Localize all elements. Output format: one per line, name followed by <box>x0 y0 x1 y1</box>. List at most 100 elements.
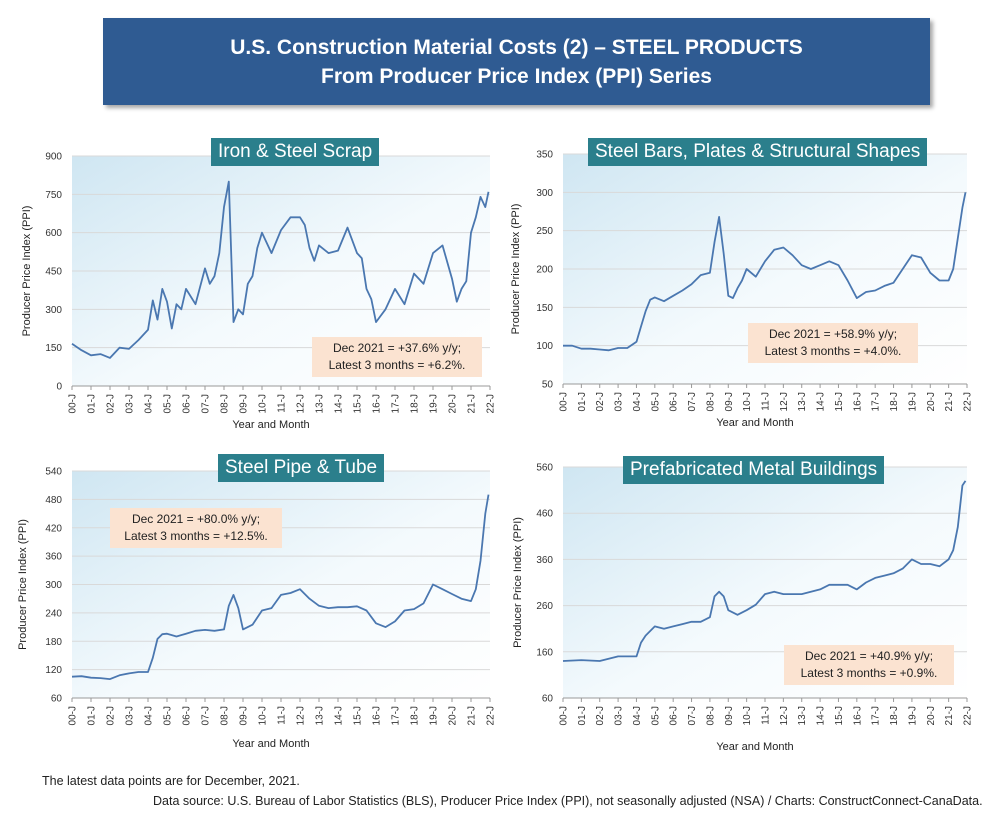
annotation-line2: Latest 3 months = +0.9%. <box>800 666 938 680</box>
x-tick-label: 12-J <box>296 706 307 725</box>
chart-svg-1: 50 100 150 200 250 300 350 00-J 01-J 02-J 03-J 04-J… <box>510 150 974 430</box>
series-line <box>563 192 967 352</box>
x-tick-label: 04-J <box>144 706 155 725</box>
x-tick-label: 17-J <box>391 706 402 725</box>
x-tick-label: 04-J <box>144 394 155 413</box>
x-tick-label: 04-J <box>632 392 643 411</box>
x-tick-label: 05-J <box>163 706 174 725</box>
x-tick-label: 19-J <box>907 706 918 725</box>
banner-title-line1: U.S. Construction Material Costs (2) – S… <box>230 35 803 59</box>
x-axis-label: Year and Month <box>232 738 309 750</box>
chart-svg-2: 60 120 180 240 300 360 420 480 540 00-J 01-J 02-J 03… <box>17 467 497 751</box>
annotation-line1: Dec 2021 = +37.6% y/y; <box>332 341 462 355</box>
y-tick-label: 450 <box>45 267 62 278</box>
annotation-line1: Dec 2021 = +80.0% y/y; <box>131 512 261 526</box>
x-tick-label: 01-J <box>577 706 588 725</box>
x-tick-label: 04-J <box>632 706 643 725</box>
x-tick-label: 03-J <box>614 706 625 725</box>
x-tick-label: 09-J <box>239 394 250 413</box>
x-tick-label: 10-J <box>258 706 269 725</box>
y-tick-label: 360 <box>536 555 553 566</box>
x-tick-label: 20-J <box>926 706 937 725</box>
x-tick-label: 09-J <box>724 392 735 411</box>
x-tick-label: 08-J <box>220 706 231 725</box>
x-tick-label: 14-J <box>816 706 827 725</box>
x-tick-label: 06-J <box>669 706 680 725</box>
y-tick-label: 600 <box>45 228 62 239</box>
footer-note: The latest data points are for December,… <box>42 774 300 788</box>
x-axis-label: Year and Month <box>716 741 793 753</box>
y-axis-label: Producer Price Index (PPI) <box>510 204 522 335</box>
y-tick-label: 350 <box>536 150 553 161</box>
x-tick-label: 22-J <box>963 392 974 411</box>
series-line <box>71 494 490 681</box>
x-tick-label: 13-J <box>797 392 808 411</box>
x-tick-label: 05-J <box>650 706 661 725</box>
x-tick-label: 11-J <box>277 394 288 413</box>
x-tick-label: 16-J <box>852 706 863 725</box>
chart-title: Steel Pipe & Tube <box>218 454 385 482</box>
x-tick-label: 10-J <box>742 706 753 725</box>
x-tick-label: 13-J <box>315 394 326 413</box>
x-tick-label: 05-J <box>650 392 661 411</box>
x-tick-label: 03-J <box>125 394 136 413</box>
chart-svg-0: 0 150 300 450 600 750 900 00-J 01-J 02-J 03-J 04-J 0… <box>21 152 497 432</box>
x-tick-label: 20-J <box>448 394 459 413</box>
y-tick-label: 540 <box>45 467 62 478</box>
x-tick-label: 16-J <box>372 706 383 725</box>
x-tick-label: 18-J <box>889 392 900 411</box>
x-tick-label: 00-J <box>559 392 570 411</box>
x-tick-label: 06-J <box>669 392 680 411</box>
x-tick-label: 18-J <box>889 706 900 725</box>
series-line <box>562 480 967 662</box>
y-tick-label: 0 <box>56 382 62 393</box>
x-tick-label: 17-J <box>391 394 402 413</box>
annotation-box: Dec 2021 = +37.6% y/y; Latest 3 months =… <box>312 337 482 377</box>
y-tick-label: 180 <box>45 637 62 648</box>
y-tick-label: 420 <box>45 523 62 534</box>
y-tick-label: 150 <box>536 303 553 314</box>
x-tick-label: 19-J <box>429 706 440 725</box>
x-tick-label: 13-J <box>797 706 808 725</box>
x-tick-label: 14-J <box>334 706 345 725</box>
y-tick-label: 560 <box>536 463 553 474</box>
x-tick-label: 16-J <box>372 394 383 413</box>
chart-panel-iron-steel-scrap: 0 150 300 450 600 750 900 00-J 01-J 02-J 03-J 04-J 0… <box>0 130 500 450</box>
x-tick-label: 11-J <box>761 392 772 411</box>
y-tick-label: 750 <box>45 190 62 201</box>
x-tick-label: 07-J <box>201 706 212 725</box>
x-tick-label: 08-J <box>220 394 231 413</box>
annotation-line2: Latest 3 months = +12.5%. <box>124 529 268 543</box>
x-tick-label: 17-J <box>871 392 882 411</box>
x-tick-label: 02-J <box>106 706 117 725</box>
x-tick-label: 11-J <box>761 706 772 725</box>
annotation-box: Dec 2021 = +40.9% y/y; Latest 3 months =… <box>784 645 954 685</box>
footer-source: Data source: U.S. Bureau of Labor Statis… <box>153 794 983 808</box>
chart-title: Prefabricated Metal Buildings <box>623 456 885 484</box>
x-tick-label: 08-J <box>705 706 716 725</box>
x-tick-label: 10-J <box>258 394 269 413</box>
x-tick-label: 22-J <box>963 706 974 725</box>
x-tick-label: 07-J <box>687 392 698 411</box>
y-tick-label: 300 <box>45 580 62 591</box>
y-tick-label: 200 <box>536 265 553 276</box>
y-tick-label: 300 <box>536 188 553 199</box>
annotation-box: Dec 2021 = +58.9% y/y; Latest 3 months =… <box>748 323 918 363</box>
x-tick-label: 17-J <box>871 706 882 725</box>
chart-panel-prefab-metal-buildings: 60 160 260 360 460 560 00-J 01-J 02-J 03-J 04-J 05-… <box>497 450 997 770</box>
x-tick-label: 09-J <box>239 706 250 725</box>
x-tick-label: 10-J <box>742 392 753 411</box>
x-tick-label: 19-J <box>907 392 918 411</box>
x-tick-label: 12-J <box>296 394 307 413</box>
x-tick-label: 03-J <box>125 706 136 725</box>
x-tick-label: 02-J <box>106 394 117 413</box>
y-tick-label: 100 <box>536 341 553 352</box>
x-tick-label: 20-J <box>448 706 459 725</box>
y-tick-label: 60 <box>51 694 63 705</box>
chart-panel-steel-pipe-tube: 60 120 180 240 300 360 420 480 540 00-J 01-J 02-J 03… <box>0 450 500 770</box>
x-tick-label: 20-J <box>926 392 937 411</box>
y-tick-label: 260 <box>536 601 553 612</box>
x-tick-label: 21-J <box>944 392 955 411</box>
series-line <box>71 180 490 359</box>
title-banner: U.S. Construction Material Costs (2) – S… <box>103 18 930 105</box>
